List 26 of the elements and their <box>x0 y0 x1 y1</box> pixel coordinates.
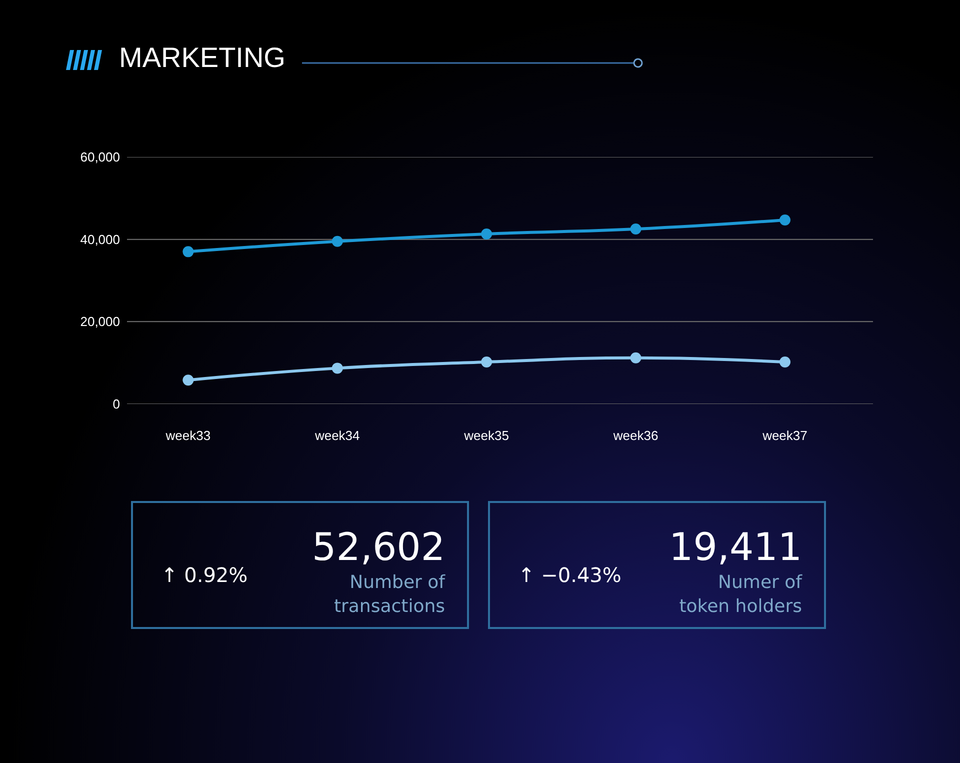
point <box>481 228 492 240</box>
x-tick-label: week37 <box>762 428 808 443</box>
point <box>481 356 492 368</box>
text: ↑ −0.43% <box>518 563 622 587</box>
y-tick-label: 20,000 <box>80 314 120 330</box>
x-tick-label: week35 <box>463 428 509 443</box>
point <box>332 362 343 374</box>
chart-title: MARKETING <box>119 42 286 74</box>
text: Numer of token holders <box>678 571 802 619</box>
x-tick-label: week34 <box>314 428 360 443</box>
y-tick-label: 60,000 <box>80 150 120 165</box>
point <box>182 246 194 258</box>
point <box>332 236 343 247</box>
point <box>630 224 642 235</box>
point <box>779 356 790 368</box>
x-tick-label: week33 <box>164 428 211 443</box>
y-tick-label: 0 <box>112 396 120 412</box>
y-tick-label: 40,000 <box>80 232 120 247</box>
x-tick-label: week36 <box>612 428 658 443</box>
text: ↑ 0.92% <box>161 563 248 587</box>
text: Number of transactions <box>332 571 445 619</box>
text: 52,602 <box>312 525 445 569</box>
text: 19,411 <box>669 525 802 569</box>
point <box>182 374 194 386</box>
point <box>630 352 642 364</box>
point <box>779 214 790 226</box>
